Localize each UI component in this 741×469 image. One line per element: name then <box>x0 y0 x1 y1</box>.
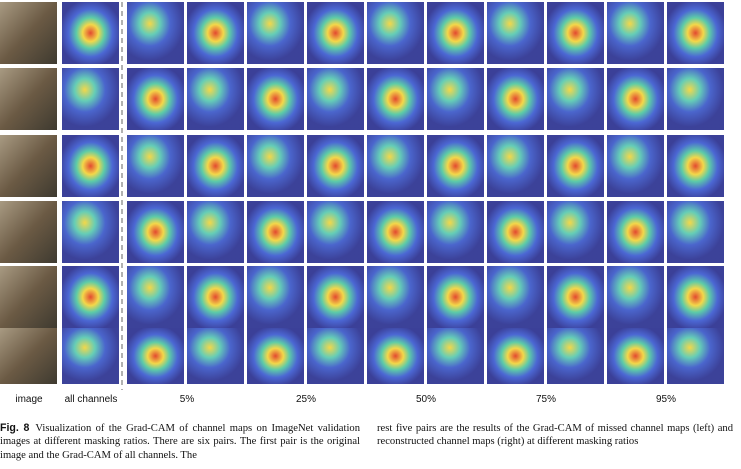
heatmap <box>307 135 364 197</box>
heatmap <box>667 68 724 130</box>
heatmap <box>667 201 724 263</box>
photo <box>0 201 57 263</box>
heatmap <box>427 2 484 64</box>
heatmap <box>127 2 184 64</box>
heatmap <box>367 68 424 130</box>
caption-label: Fig. 8 <box>0 422 30 434</box>
heatmap <box>62 328 119 384</box>
column-label: 5% <box>180 394 195 405</box>
heatmap <box>367 2 424 64</box>
heatmap <box>187 328 244 384</box>
heatmap <box>427 68 484 130</box>
heatmap <box>667 266 724 328</box>
caption-left: Fig. 8 Visualization of the Grad-CAM of c… <box>0 422 360 462</box>
heatmap <box>62 201 119 263</box>
heatmap <box>427 135 484 197</box>
heatmap <box>607 135 664 197</box>
heatmap <box>367 328 424 384</box>
heatmap <box>487 266 544 328</box>
heatmap <box>487 68 544 130</box>
heatmap <box>307 68 364 130</box>
column-label: 50% <box>416 394 436 405</box>
heatmap <box>367 201 424 263</box>
heatmap <box>62 68 119 130</box>
heatmap <box>247 266 304 328</box>
heatmap <box>487 201 544 263</box>
heatmap <box>367 266 424 328</box>
heatmap <box>427 266 484 328</box>
heatmap <box>547 201 604 263</box>
heatmap <box>187 2 244 64</box>
heatmap <box>187 201 244 263</box>
heatmap <box>367 135 424 197</box>
heatmap <box>307 201 364 263</box>
column-label: image <box>15 394 43 405</box>
figure-grid: image all channels 5% 25% 50% 75% 95% <box>0 2 724 405</box>
heatmap <box>187 135 244 197</box>
photo <box>0 328 57 384</box>
heatmap <box>247 2 304 64</box>
heatmap <box>547 135 604 197</box>
heatmap <box>187 68 244 130</box>
photo <box>0 266 57 328</box>
heatmap <box>247 328 304 384</box>
heatmap <box>62 135 119 197</box>
heatmap <box>127 266 184 328</box>
heatmap <box>667 2 724 64</box>
heatmap <box>487 2 544 64</box>
heatmap <box>607 201 664 263</box>
heatmap <box>307 266 364 328</box>
heatmap <box>667 328 724 384</box>
heatmap <box>62 266 119 328</box>
photo <box>0 68 57 130</box>
heatmap <box>127 201 184 263</box>
heatmap <box>247 68 304 130</box>
heatmap <box>547 2 604 64</box>
column-label: 75% <box>536 394 556 405</box>
heatmap <box>427 328 484 384</box>
heatmap <box>547 328 604 384</box>
caption-right: rest five pairs are the results of the G… <box>377 422 733 449</box>
heatmap <box>62 2 119 64</box>
column-label: all channels <box>65 394 118 405</box>
heatmap <box>307 2 364 64</box>
column-label: 25% <box>296 394 316 405</box>
heatmap <box>607 266 664 328</box>
caption-text: rest five pairs are the results of the G… <box>377 423 733 448</box>
column-label: 95% <box>656 394 676 405</box>
heatmap <box>127 68 184 130</box>
heatmap <box>487 328 544 384</box>
heatmap <box>607 68 664 130</box>
heatmap <box>547 266 604 328</box>
heatmap <box>247 135 304 197</box>
heatmap <box>247 201 304 263</box>
heatmap <box>667 135 724 197</box>
caption-text: Visualization of the Grad-CAM of channel… <box>0 423 360 461</box>
photo <box>0 135 57 197</box>
heatmap <box>547 68 604 130</box>
heatmap <box>607 2 664 64</box>
heatmap <box>127 135 184 197</box>
photo <box>0 2 57 64</box>
heatmap <box>427 201 484 263</box>
heatmap <box>487 135 544 197</box>
heatmap <box>127 328 184 384</box>
heatmap <box>187 266 244 328</box>
heatmap <box>307 328 364 384</box>
heatmap <box>607 328 664 384</box>
